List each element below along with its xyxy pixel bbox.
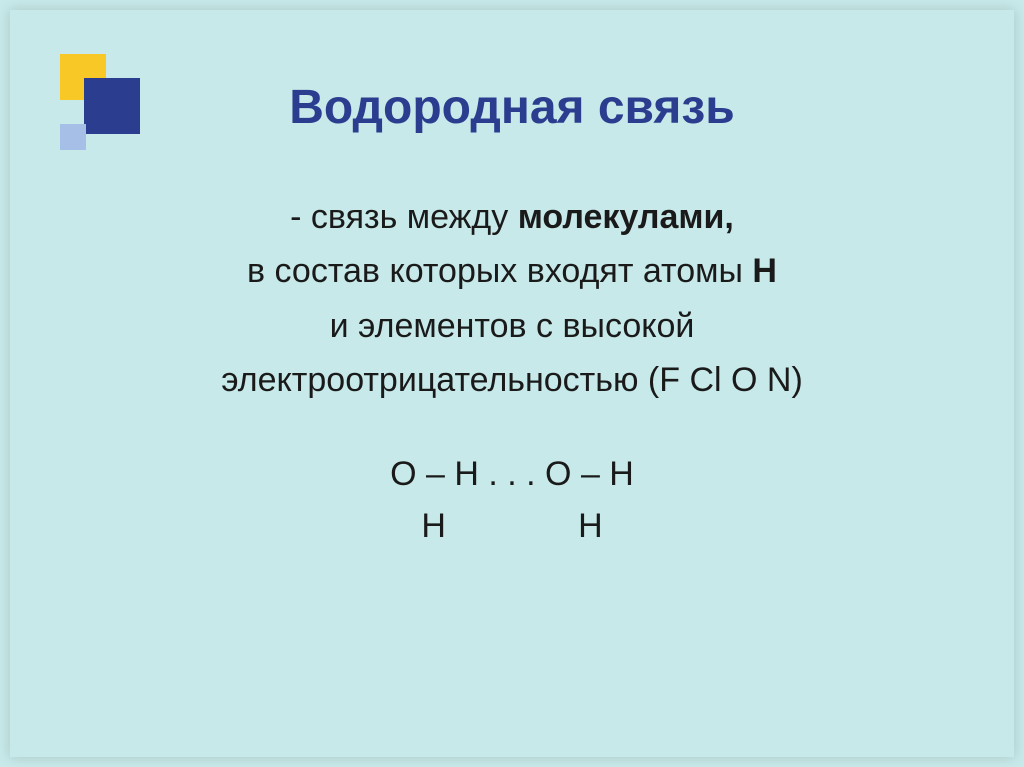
body-line-2-prefix: в состав которых входят атомы (247, 252, 752, 290)
body-line-1-bold: молекулами, (518, 198, 734, 236)
slide-body: - связь между молекулами, в состав котор… (10, 190, 1014, 553)
formula-row-2: H H (10, 500, 1014, 553)
formula-row-1: O – H . . . O – H (10, 448, 1014, 501)
slide-title: Водородная связь (10, 80, 1014, 135)
formula-block: O – H . . . O – H H H (10, 448, 1014, 553)
body-line-2-bold: Н (752, 252, 777, 290)
body-line-1-prefix: - связь между (290, 198, 518, 236)
body-line-3: и элементов с высокой (10, 299, 1014, 353)
body-line-4: электроотрицательностью (F Cl O N) (10, 353, 1014, 407)
body-line-2: в состав которых входят атомы Н (10, 244, 1014, 298)
slide: Водородная связь - связь между молекулам… (10, 10, 1014, 757)
body-line-1: - связь между молекулами, (10, 190, 1014, 244)
